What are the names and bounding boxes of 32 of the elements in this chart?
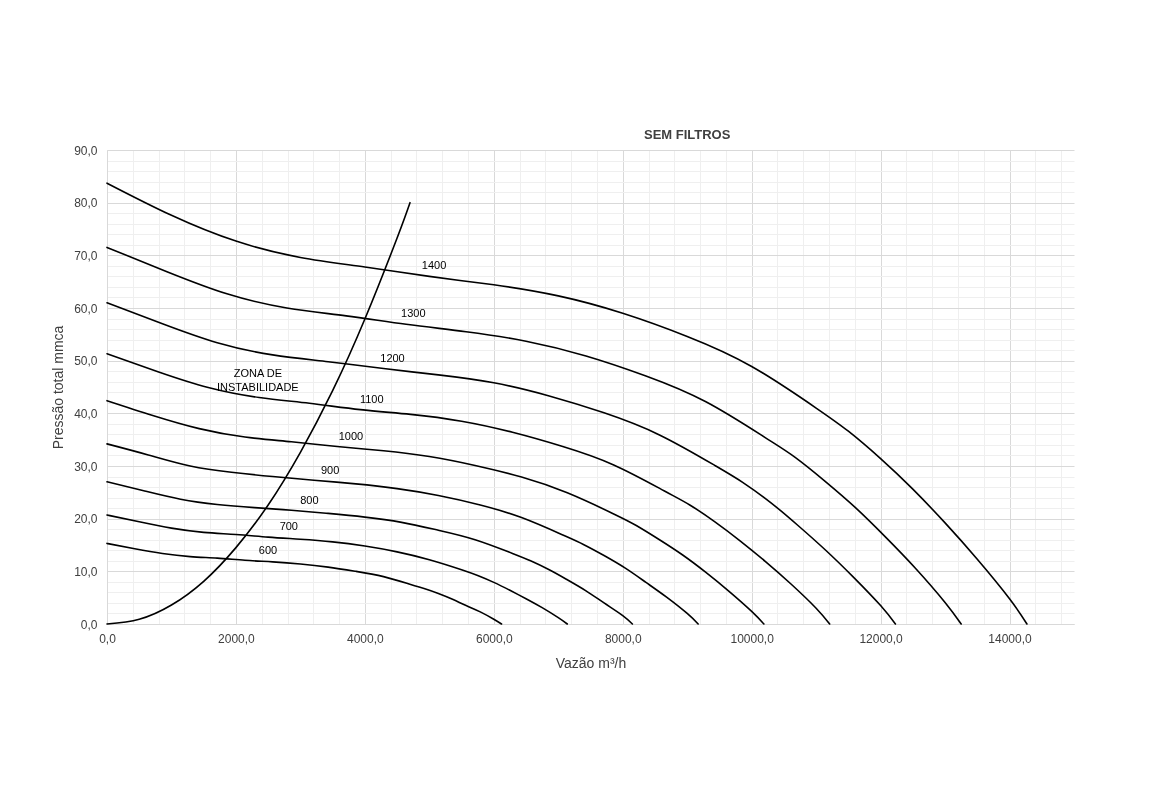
series-label: 1400: [421, 259, 447, 272]
y-tick-label: 90,0: [74, 143, 98, 158]
series-label: 1000: [338, 429, 364, 442]
series-label: 1300: [401, 307, 426, 320]
chart-title: SEM FILTROS: [643, 127, 731, 142]
series-label: 700: [279, 520, 298, 533]
series-label: 900: [320, 463, 340, 476]
x-tick-label: 2000,0: [218, 631, 256, 646]
series-label: 1200: [380, 351, 405, 364]
y-tick-label: 20,0: [74, 512, 98, 527]
series-label: 600: [258, 543, 278, 556]
series-label: 800: [300, 493, 319, 506]
x-tick-label: 6000,0: [475, 631, 513, 646]
y-axis-title: Pressão total mmca: [50, 325, 67, 450]
y-tick-label: 70,0: [74, 248, 98, 263]
x-tick-label: 14000,0: [988, 631, 1033, 646]
y-tick-label: 10,0: [74, 564, 98, 579]
y-tick-label: 60,0: [74, 301, 98, 316]
y-tick-label: 50,0: [74, 354, 98, 369]
y-tick-label: 30,0: [74, 459, 98, 474]
y-tick-label: 0,0: [80, 617, 98, 632]
y-tick-label: 80,0: [74, 196, 98, 211]
x-tick-label: 12000,0: [859, 631, 904, 646]
x-tick-label: 8000,0: [604, 631, 642, 646]
x-tick-label: 4000,0: [347, 631, 385, 646]
x-tick-label: 0,0: [99, 631, 117, 646]
x-axis-title: Vazão m³/h: [555, 654, 627, 671]
annotation: ZONA DE INSTABILIDADE: [216, 367, 299, 394]
line-series: [106, 182, 1028, 625]
y-tick-label: 40,0: [74, 406, 98, 421]
x-tick-label: 10000,0: [730, 631, 775, 646]
series-label: 1100: [359, 392, 384, 405]
